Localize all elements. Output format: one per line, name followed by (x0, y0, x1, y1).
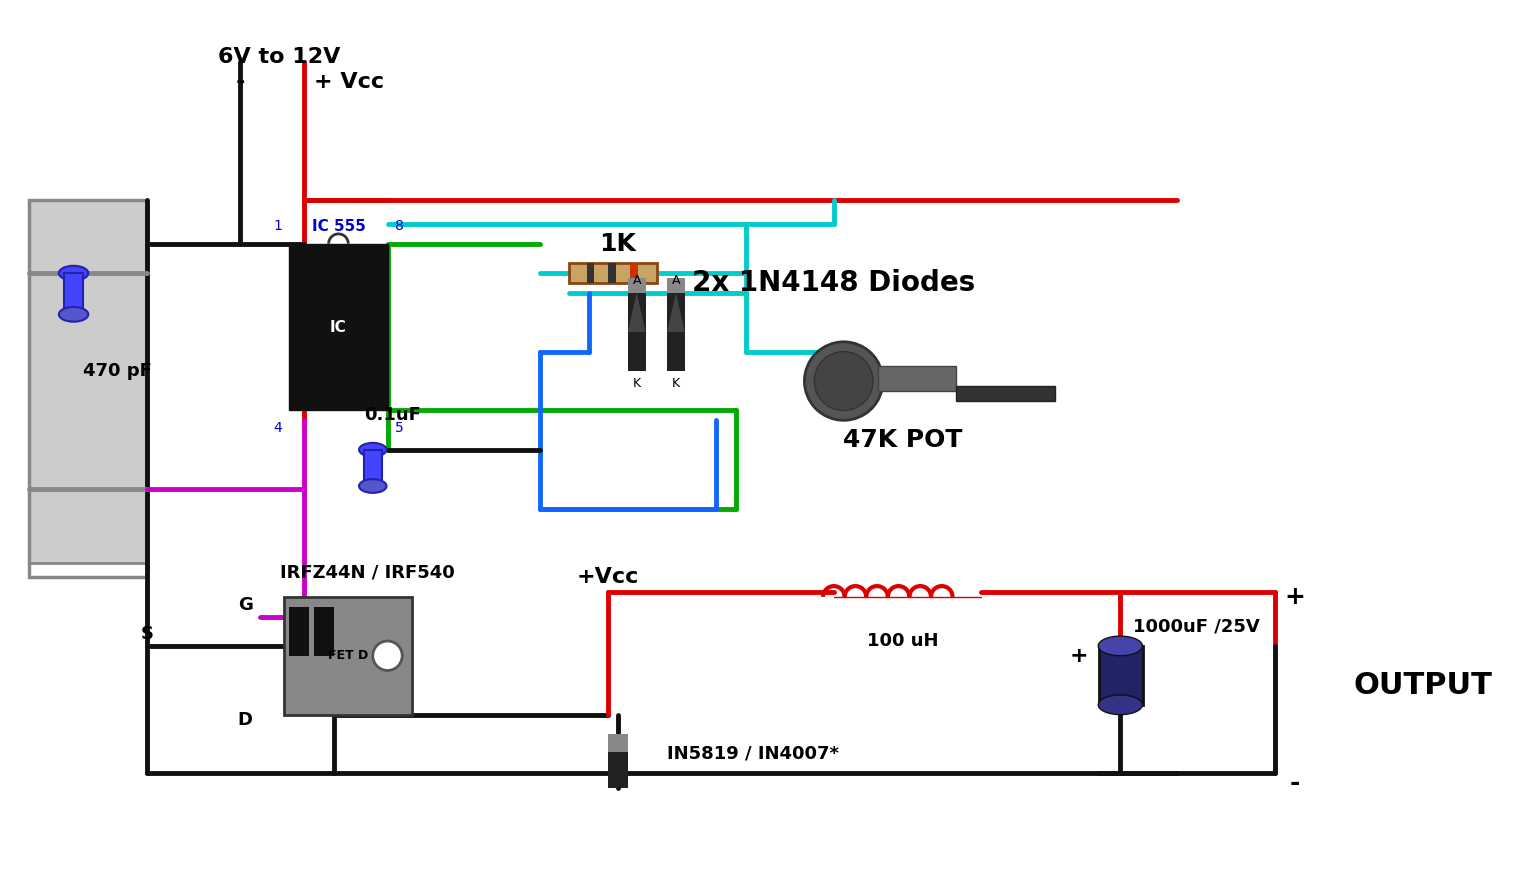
Bar (364, 450, 381, 484)
Text: IC: IC (329, 320, 346, 335)
Text: A: A (671, 275, 680, 288)
Text: S: S (141, 625, 153, 644)
Bar (284, 597, 411, 715)
Text: 1000uF /25V: 1000uF /25V (1132, 617, 1260, 636)
Bar (29, 200, 147, 577)
Text: 2x 1N4148 Diodes: 2x 1N4148 Diodes (692, 269, 976, 297)
Bar (314, 607, 334, 656)
Bar (586, 263, 595, 283)
Text: FET D: FET D (328, 650, 369, 662)
Text: +: + (1070, 646, 1088, 665)
Text: +: + (1284, 585, 1305, 609)
Bar (630, 263, 638, 283)
Text: 0.1uF: 0.1uF (364, 406, 420, 425)
Text: + Vcc: + Vcc (314, 72, 384, 92)
Text: 5: 5 (395, 421, 404, 435)
Polygon shape (628, 293, 645, 332)
Bar (29, 200, 147, 562)
Bar (609, 734, 628, 752)
Text: IRFZ44N / IRF540: IRFZ44N / IRF540 (279, 563, 454, 582)
Text: 1K: 1K (600, 232, 636, 255)
Ellipse shape (373, 641, 402, 671)
Text: D: D (238, 711, 254, 728)
Bar (666, 278, 685, 293)
Text: 6V to 12V: 6V to 12V (219, 47, 340, 67)
Bar (628, 293, 645, 371)
Bar (666, 293, 685, 371)
Ellipse shape (814, 351, 873, 411)
Text: IC 555: IC 555 (311, 219, 366, 234)
Text: A: A (633, 275, 641, 288)
Text: K: K (633, 377, 641, 390)
Ellipse shape (59, 307, 88, 322)
Bar (609, 263, 616, 283)
Bar (569, 263, 657, 283)
Text: 470 pF: 470 pF (83, 362, 152, 380)
Bar (290, 243, 387, 411)
Text: +Vcc: +Vcc (577, 568, 639, 587)
Ellipse shape (59, 266, 88, 281)
Bar (290, 607, 310, 656)
Text: IN5819 / IN4007*: IN5819 / IN4007* (666, 745, 839, 763)
Text: 8: 8 (395, 219, 404, 233)
Bar (64, 273, 83, 312)
Text: 100 uH: 100 uH (867, 632, 938, 650)
Ellipse shape (805, 342, 883, 420)
Text: 1: 1 (273, 219, 282, 233)
Text: -: - (1290, 771, 1299, 795)
Text: -: - (235, 72, 244, 92)
Bar (628, 278, 645, 293)
Ellipse shape (1098, 695, 1143, 715)
Bar (1099, 646, 1143, 705)
Bar (609, 734, 628, 788)
Bar (29, 200, 147, 562)
Bar (877, 366, 956, 391)
Ellipse shape (360, 480, 387, 493)
Text: 4: 4 (273, 421, 282, 435)
Text: G: G (238, 596, 252, 614)
Ellipse shape (360, 443, 387, 457)
Bar (956, 386, 1055, 400)
Ellipse shape (1098, 637, 1143, 656)
Text: K: K (672, 377, 680, 390)
Text: OUTPUT: OUTPUT (1354, 671, 1492, 699)
Polygon shape (666, 293, 685, 332)
Text: 47K POT: 47K POT (842, 428, 962, 452)
